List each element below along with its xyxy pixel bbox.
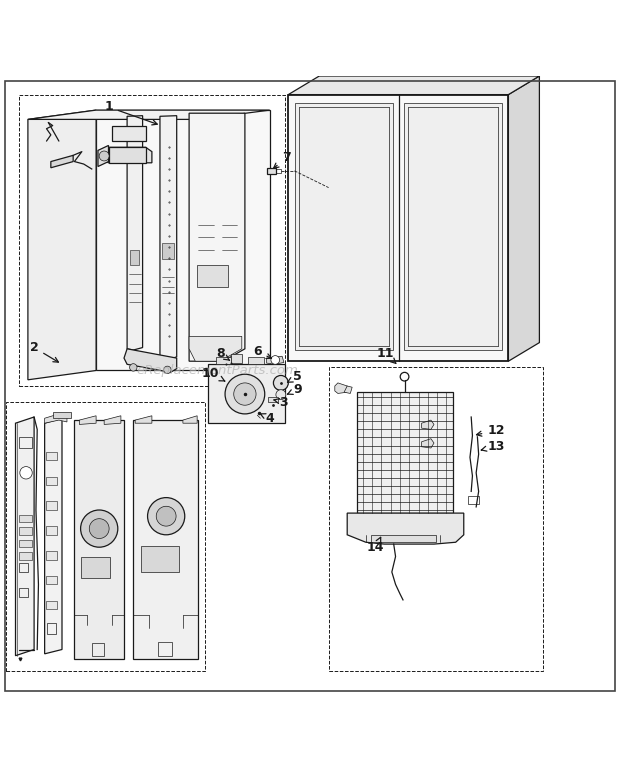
Bar: [19, 540, 32, 547]
Circle shape: [130, 364, 137, 371]
Bar: [197, 265, 228, 287]
Polygon shape: [133, 420, 198, 659]
Polygon shape: [79, 416, 96, 425]
Polygon shape: [124, 349, 177, 372]
Bar: [6, 401, 205, 671]
Text: 4: 4: [260, 411, 274, 425]
Circle shape: [164, 366, 171, 374]
Bar: [468, 496, 479, 504]
Bar: [216, 357, 231, 364]
Polygon shape: [104, 416, 121, 425]
Bar: [19, 587, 28, 597]
Circle shape: [99, 151, 109, 161]
Bar: [92, 643, 104, 655]
Text: 7: 7: [273, 151, 291, 168]
Polygon shape: [335, 383, 347, 394]
Bar: [46, 551, 57, 560]
Text: 14: 14: [367, 537, 384, 554]
Circle shape: [148, 498, 185, 535]
Bar: [19, 95, 285, 386]
Polygon shape: [96, 110, 270, 371]
Text: 2: 2: [30, 341, 58, 362]
Circle shape: [20, 466, 32, 479]
Circle shape: [273, 375, 288, 391]
Bar: [371, 535, 436, 542]
Bar: [19, 527, 32, 535]
Bar: [295, 103, 393, 350]
Polygon shape: [102, 147, 152, 163]
Polygon shape: [45, 414, 67, 423]
Polygon shape: [160, 116, 177, 360]
Bar: [19, 515, 32, 523]
Circle shape: [234, 383, 256, 405]
Bar: [19, 552, 32, 560]
Text: 1: 1: [104, 100, 157, 125]
Polygon shape: [183, 416, 197, 423]
Text: eReplacementParts.com: eReplacementParts.com: [136, 364, 298, 377]
Bar: [46, 452, 57, 460]
Polygon shape: [28, 110, 270, 120]
Text: 13: 13: [481, 439, 505, 452]
Bar: [162, 243, 174, 259]
Polygon shape: [45, 418, 62, 654]
Polygon shape: [508, 76, 539, 361]
Polygon shape: [347, 513, 464, 544]
Polygon shape: [28, 110, 96, 380]
Bar: [248, 357, 264, 364]
Text: 9: 9: [288, 383, 302, 396]
Text: 12: 12: [477, 424, 505, 437]
Polygon shape: [74, 420, 124, 659]
Bar: [141, 546, 179, 572]
Bar: [46, 601, 57, 609]
Text: 10: 10: [202, 367, 225, 381]
Bar: [19, 563, 28, 572]
Bar: [112, 126, 146, 141]
Polygon shape: [344, 386, 352, 394]
Bar: [19, 437, 32, 448]
Circle shape: [156, 506, 176, 527]
Circle shape: [89, 519, 109, 539]
Circle shape: [225, 374, 265, 414]
Bar: [53, 412, 71, 418]
Polygon shape: [127, 116, 143, 350]
Text: 5: 5: [288, 371, 302, 383]
Bar: [81, 557, 110, 578]
Text: 8: 8: [216, 347, 229, 361]
Polygon shape: [288, 95, 508, 361]
Circle shape: [81, 510, 118, 547]
Bar: [108, 147, 146, 163]
Bar: [356, 392, 453, 513]
Polygon shape: [208, 364, 285, 423]
Polygon shape: [51, 155, 73, 168]
Polygon shape: [267, 356, 284, 364]
Bar: [130, 249, 140, 265]
Polygon shape: [267, 168, 276, 174]
Text: 6: 6: [253, 345, 272, 358]
Polygon shape: [422, 438, 434, 448]
Polygon shape: [189, 337, 242, 361]
Bar: [329, 367, 542, 671]
Polygon shape: [16, 417, 34, 655]
Bar: [158, 642, 172, 655]
Text: 3: 3: [274, 395, 288, 408]
Polygon shape: [422, 420, 434, 429]
Polygon shape: [268, 397, 278, 402]
Bar: [231, 354, 242, 363]
Polygon shape: [98, 145, 108, 167]
Polygon shape: [288, 76, 539, 95]
Bar: [46, 476, 57, 485]
Bar: [46, 623, 56, 634]
Polygon shape: [189, 113, 245, 361]
Bar: [404, 103, 502, 350]
Circle shape: [276, 390, 286, 400]
Bar: [46, 501, 57, 510]
Text: 11: 11: [377, 347, 396, 364]
Bar: [46, 527, 57, 535]
Bar: [46, 576, 57, 584]
Polygon shape: [135, 416, 152, 423]
Bar: [276, 169, 281, 173]
Circle shape: [271, 356, 280, 364]
